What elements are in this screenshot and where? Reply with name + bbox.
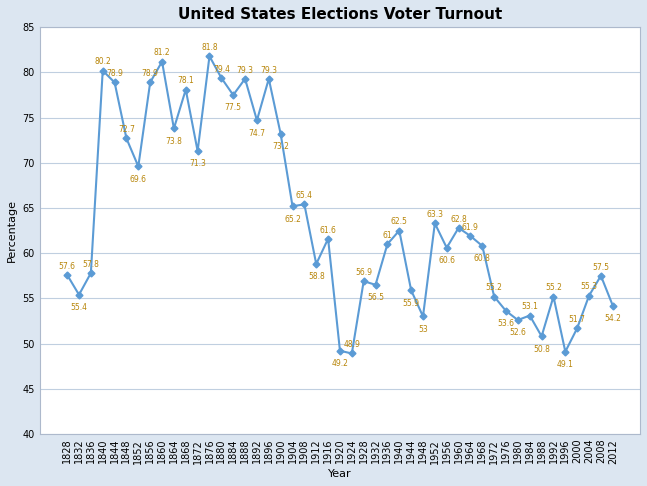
Text: 55.2: 55.2 — [545, 283, 562, 293]
Text: 57.5: 57.5 — [593, 262, 609, 272]
Text: 74.7: 74.7 — [248, 129, 265, 138]
Text: 80.2: 80.2 — [94, 57, 111, 67]
Text: 51.7: 51.7 — [569, 315, 586, 324]
Text: 55.3: 55.3 — [580, 282, 598, 292]
Text: 79.3: 79.3 — [237, 66, 254, 75]
Text: 48.9: 48.9 — [344, 340, 360, 349]
Text: 49.2: 49.2 — [331, 359, 348, 368]
Text: 49.1: 49.1 — [557, 360, 574, 369]
Text: 73.2: 73.2 — [272, 142, 289, 151]
Text: 65.4: 65.4 — [296, 191, 313, 200]
Text: 61: 61 — [382, 231, 392, 240]
Text: 57.6: 57.6 — [59, 261, 76, 271]
Text: 58.8: 58.8 — [308, 272, 325, 281]
Text: 55.9: 55.9 — [402, 298, 420, 308]
Text: 73.8: 73.8 — [166, 137, 182, 146]
Text: 60.6: 60.6 — [438, 256, 455, 265]
Text: 61.6: 61.6 — [320, 226, 336, 235]
Text: 50.8: 50.8 — [533, 345, 550, 354]
Text: 78.1: 78.1 — [177, 76, 194, 86]
Text: 72.7: 72.7 — [118, 125, 135, 134]
Text: 53.6: 53.6 — [498, 319, 514, 329]
Text: 79.3: 79.3 — [260, 66, 278, 75]
Text: 81.2: 81.2 — [154, 49, 170, 57]
Text: 69.6: 69.6 — [130, 175, 147, 184]
Text: 57.8: 57.8 — [82, 260, 99, 269]
Title: United States Elections Voter Turnout: United States Elections Voter Turnout — [178, 7, 502, 22]
Y-axis label: Percentage: Percentage — [7, 199, 17, 262]
Text: 77.5: 77.5 — [225, 104, 242, 112]
X-axis label: Year: Year — [328, 469, 352, 479]
Text: 53: 53 — [418, 325, 428, 334]
Text: 81.8: 81.8 — [201, 43, 218, 52]
Text: 71.3: 71.3 — [189, 159, 206, 169]
Text: 62.8: 62.8 — [450, 215, 467, 224]
Text: 62.5: 62.5 — [391, 217, 408, 226]
Text: 78.9: 78.9 — [106, 69, 123, 78]
Text: 56.9: 56.9 — [355, 268, 372, 277]
Text: 65.2: 65.2 — [284, 214, 301, 224]
Text: 56.5: 56.5 — [367, 293, 384, 302]
Text: 78.9: 78.9 — [142, 69, 159, 78]
Text: 55.4: 55.4 — [71, 303, 87, 312]
Text: 79.4: 79.4 — [213, 65, 230, 74]
Text: 55.2: 55.2 — [486, 283, 503, 293]
Text: 63.3: 63.3 — [426, 210, 443, 219]
Text: 52.6: 52.6 — [509, 329, 526, 337]
Text: 61.9: 61.9 — [462, 223, 479, 232]
Text: 53.1: 53.1 — [521, 302, 538, 312]
Text: 54.2: 54.2 — [604, 314, 621, 323]
Text: 60.8: 60.8 — [474, 254, 490, 263]
